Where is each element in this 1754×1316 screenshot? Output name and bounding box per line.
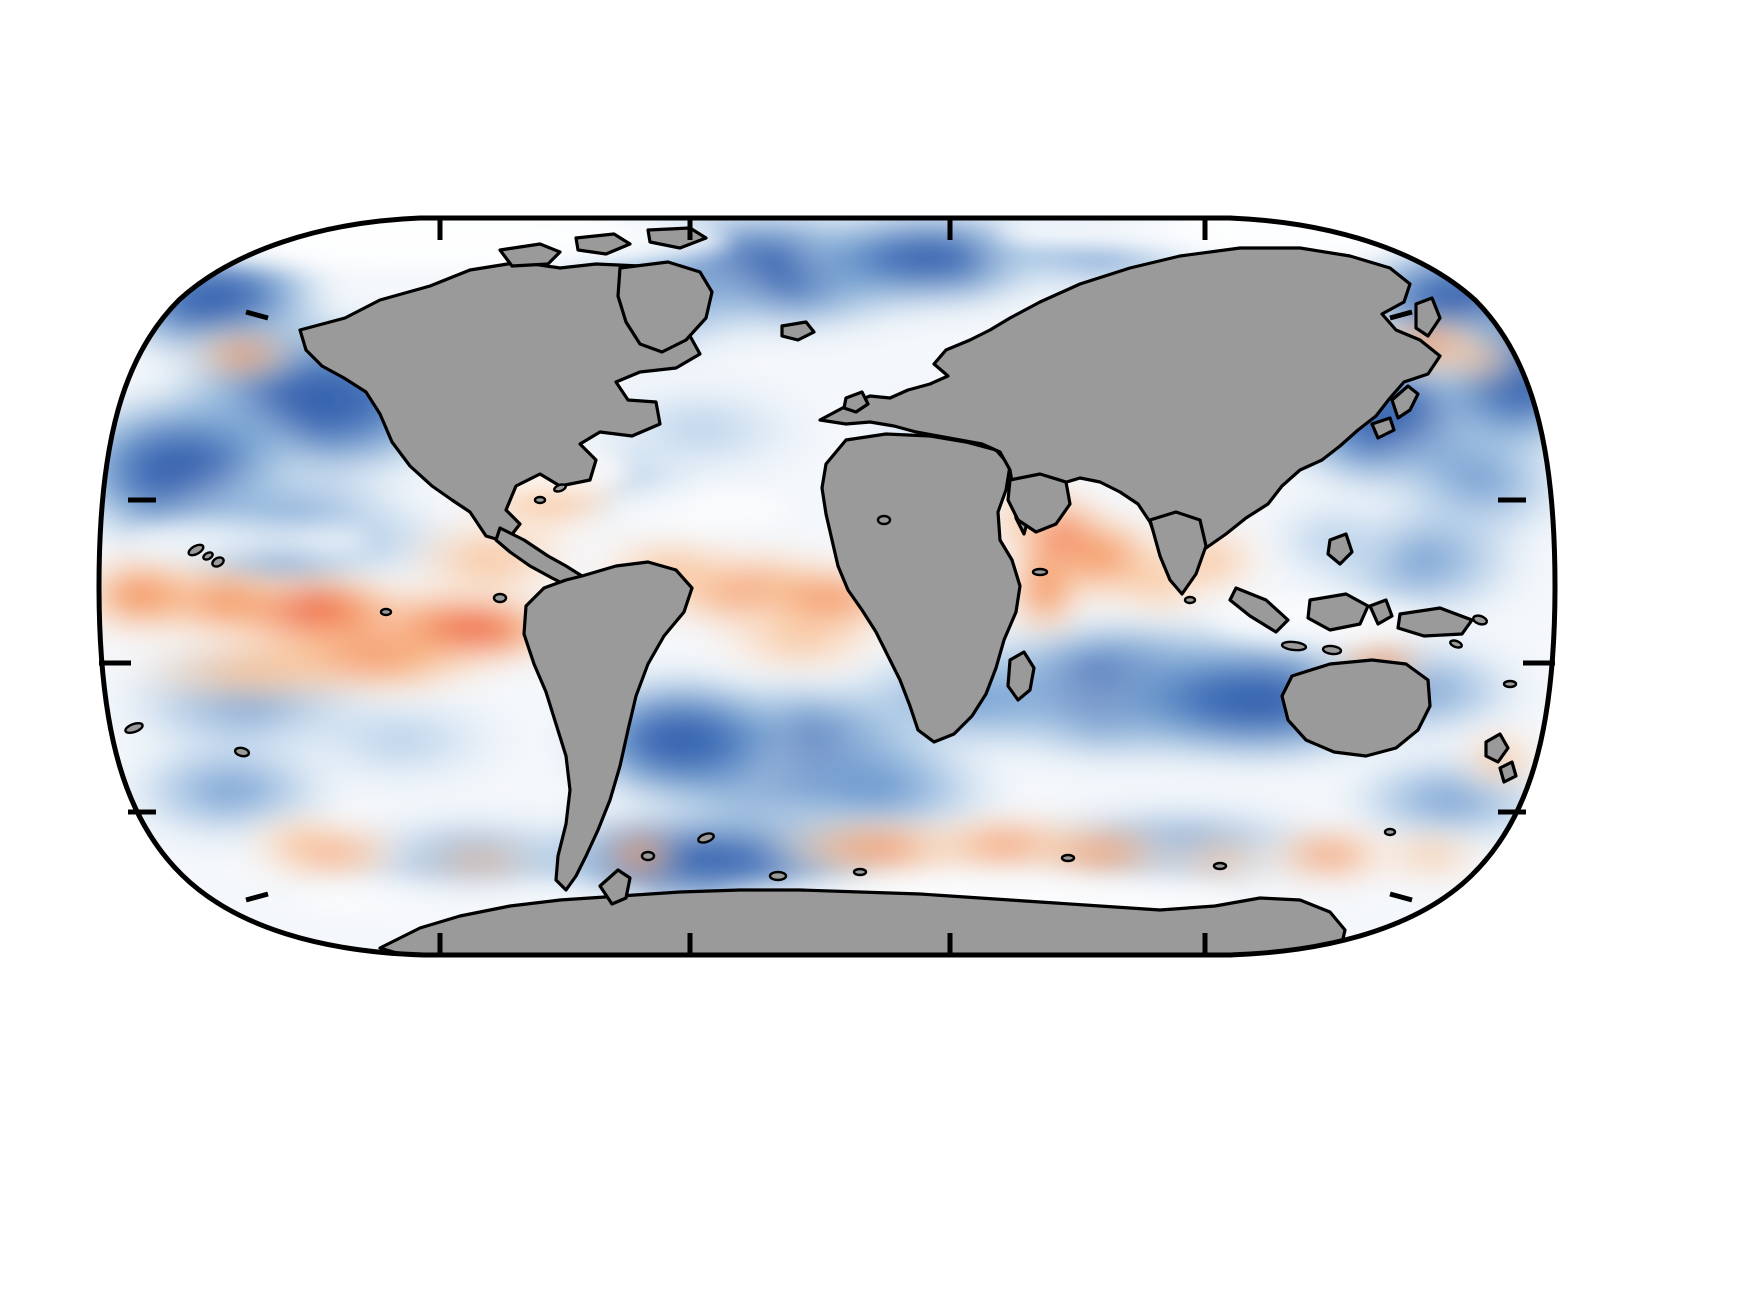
landmass-india <box>1148 510 1208 596</box>
tick-lat-left-s60 <box>245 891 269 903</box>
landmass-sumatra <box>1228 586 1290 634</box>
landmass-new-guinea <box>1396 606 1474 638</box>
landmass-borneo <box>1306 592 1370 632</box>
landmass-madagascar <box>1006 650 1036 702</box>
landmass-antarctic-peninsula <box>598 868 632 906</box>
landmass-greenland <box>616 260 714 354</box>
small-islands <box>124 483 1518 882</box>
tick-lat-right-s60 <box>1389 891 1413 903</box>
landmass-arctic-islands <box>498 242 562 268</box>
landmass-new-zealand <box>1484 732 1510 764</box>
landmass-japan-2 <box>1370 416 1396 440</box>
landmass-japan <box>1390 384 1420 420</box>
landmass-philippines <box>1326 532 1354 566</box>
land-layer <box>124 226 1518 955</box>
landmass-british-isles <box>842 390 870 414</box>
landmass-new-zealand-2 <box>1498 760 1518 784</box>
axis-ticks <box>99 218 1555 955</box>
landmass-kamchatka <box>1414 296 1442 338</box>
landmass-north-america <box>298 260 702 544</box>
tick-lat-right-n60 <box>1389 309 1413 321</box>
tick-lat-left-n60 <box>245 309 269 321</box>
landmass-arabia <box>1006 472 1072 534</box>
landmass-iceland <box>780 320 816 342</box>
landmass-south-america <box>522 560 694 892</box>
landmass-australia <box>1280 658 1432 758</box>
landmass-arctic-islands-2 <box>574 232 632 256</box>
landmass-sulawesi <box>1368 598 1394 626</box>
